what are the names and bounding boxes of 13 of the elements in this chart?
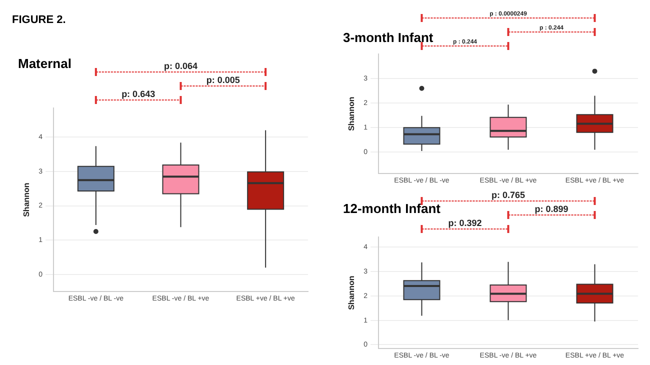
text: p: 0.005 bbox=[206, 74, 240, 85]
text: p: 0.064 bbox=[164, 60, 198, 71]
text: p: 0.765 bbox=[491, 190, 526, 200]
text: p: 0.392 bbox=[448, 218, 482, 228]
text: p: 0.899 bbox=[534, 204, 568, 214]
y-axis-title: Shannon bbox=[347, 96, 356, 131]
chart-title: Maternal bbox=[18, 56, 72, 71]
y-axis-title: Shannon bbox=[22, 182, 32, 217]
y-axis-title: Shannon bbox=[347, 276, 356, 310]
text: p: 0.643 bbox=[122, 88, 156, 99]
chart-title: 12-month Infant bbox=[343, 201, 440, 216]
chart-title: 3-month Infant bbox=[343, 30, 434, 45]
caption: FIGURE 2. bbox=[12, 14, 66, 26]
